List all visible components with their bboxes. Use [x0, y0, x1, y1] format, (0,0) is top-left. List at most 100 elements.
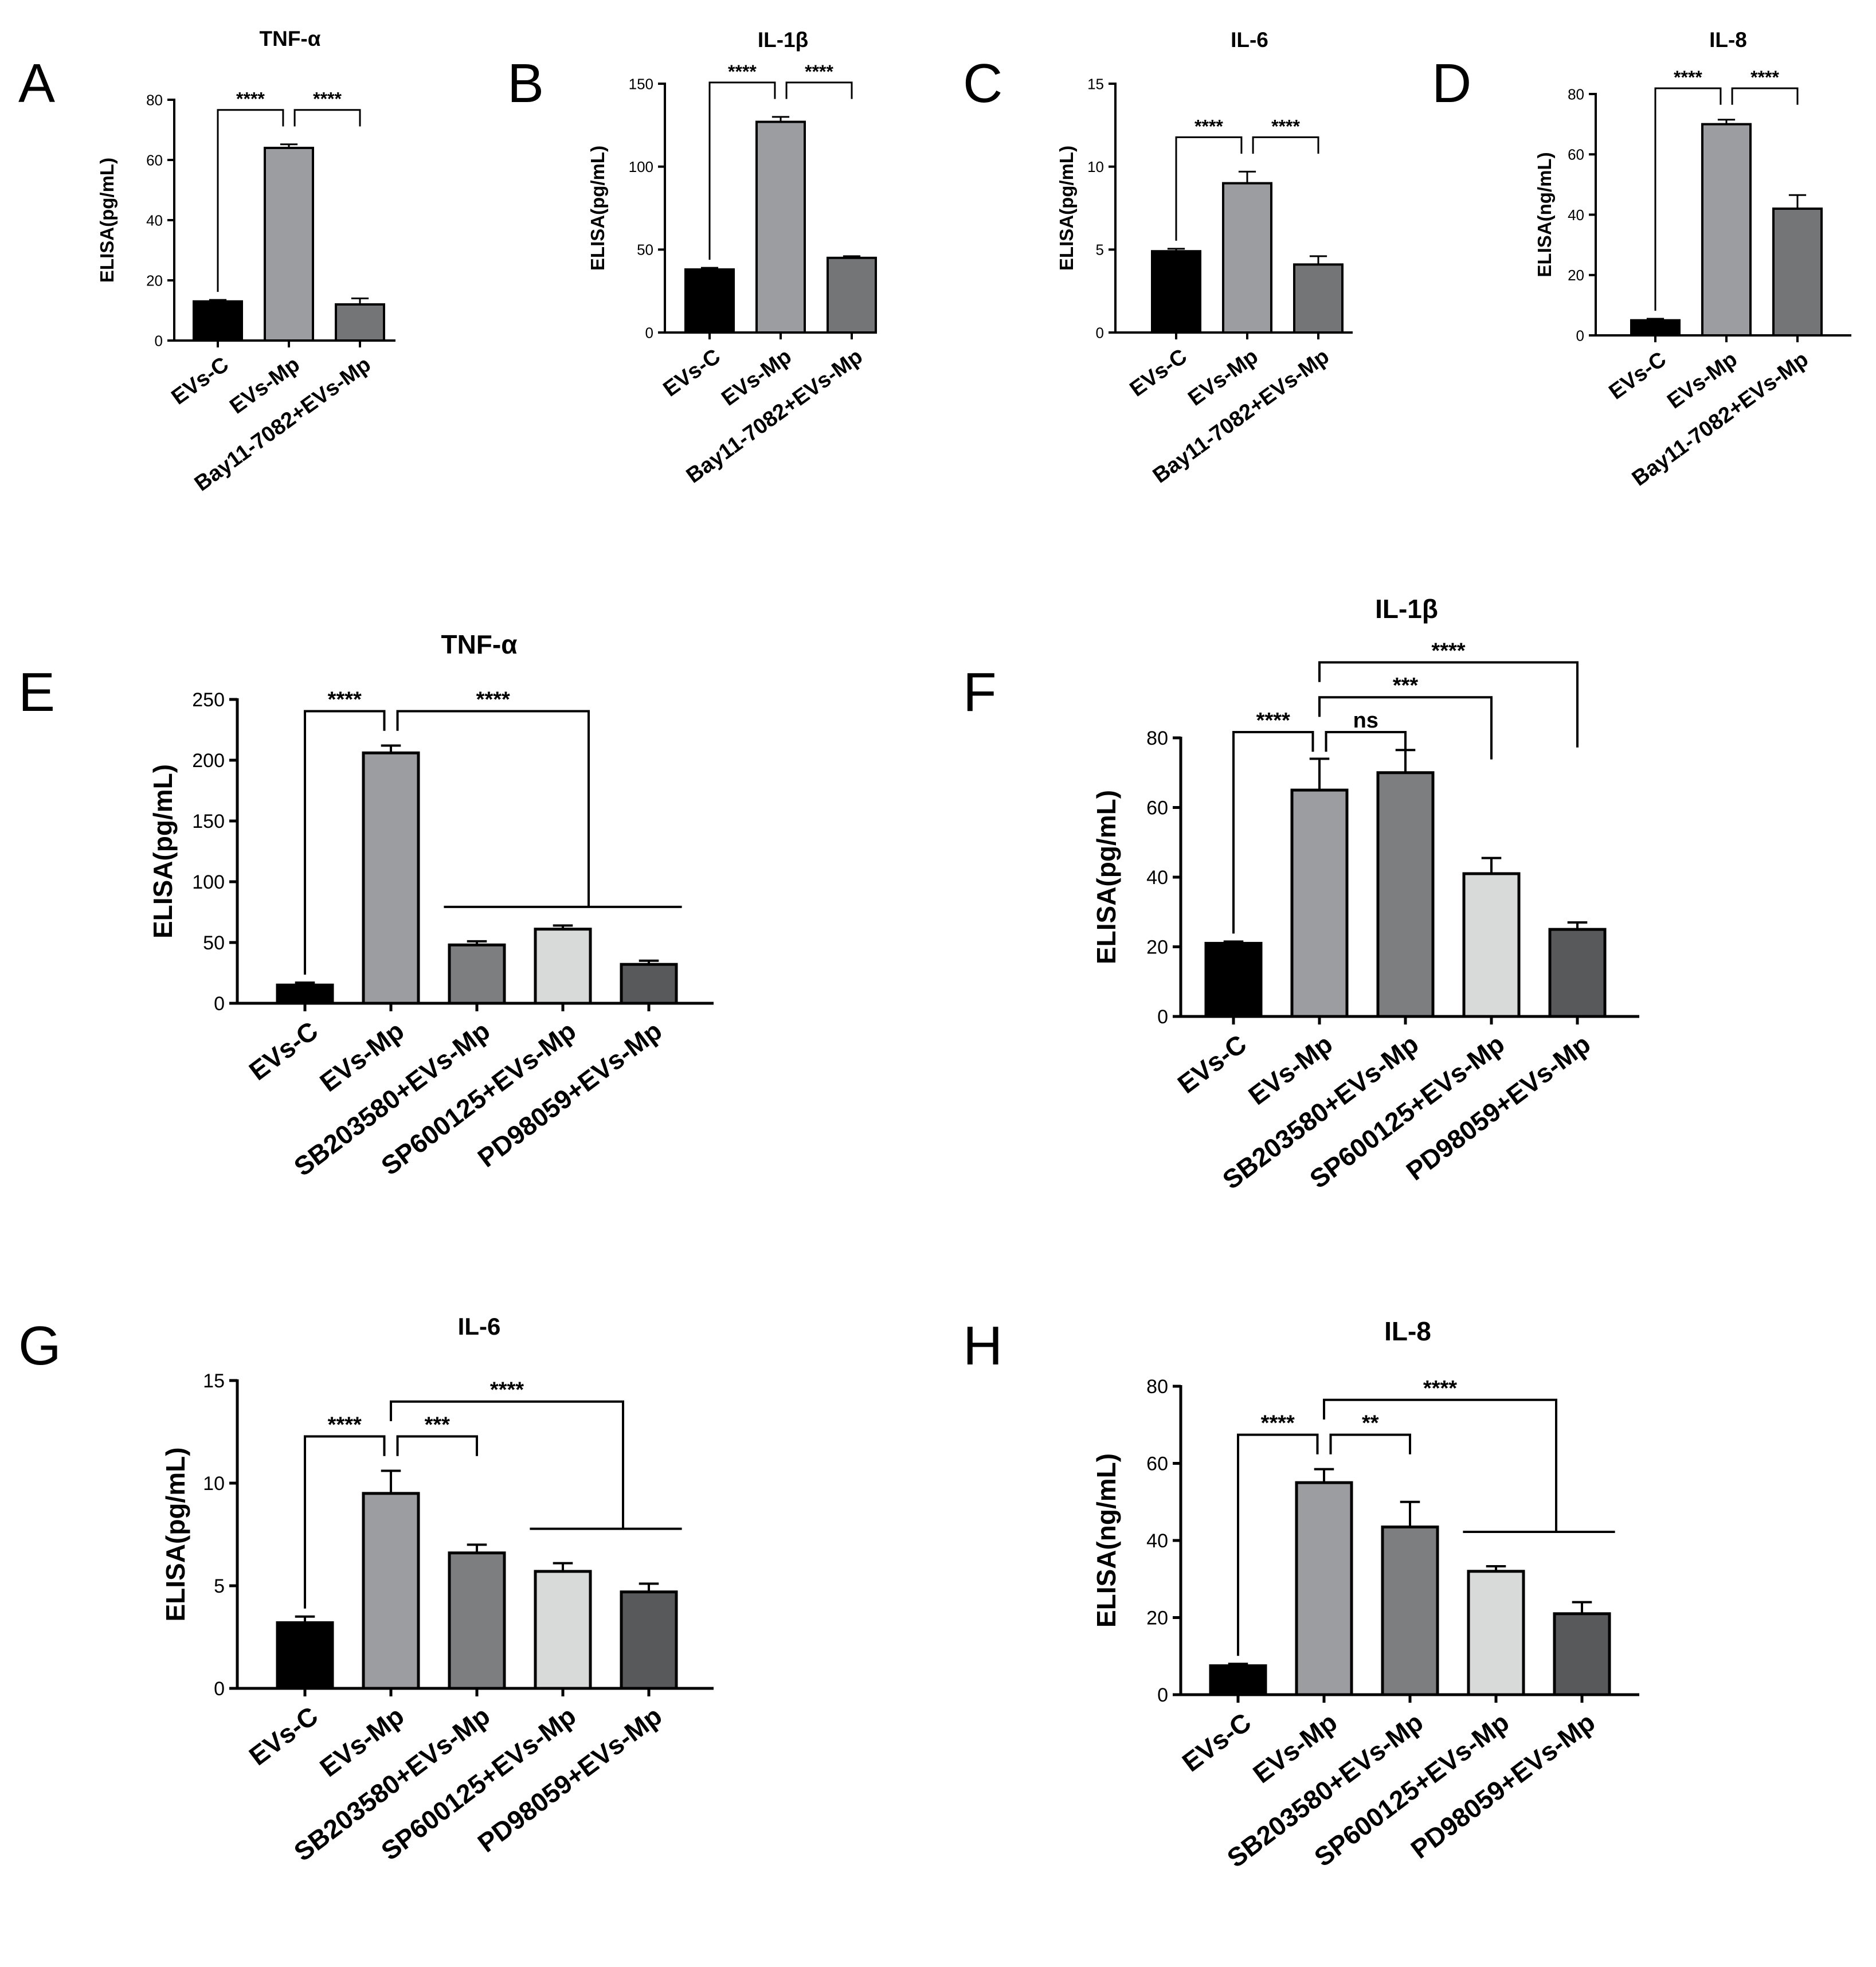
panel-f: FIL-1βELISA(pg/mL)020406080EVs-CEVs-MpSB…	[963, 594, 1639, 1195]
significance-bracket	[1323, 1398, 1557, 1532]
significance-bracket	[1232, 731, 1314, 934]
bar	[1204, 941, 1263, 1018]
significance-bracket	[1731, 87, 1799, 105]
y-axis-label: ELISA(pg/mL)	[1091, 790, 1121, 964]
bar	[1209, 1664, 1267, 1696]
y-tick-label: 100	[192, 871, 225, 893]
bar	[1293, 263, 1344, 334]
y-axis-label: ELISA(ng/mL)	[1091, 1453, 1121, 1628]
bar	[1222, 182, 1272, 334]
significance-bracket	[1237, 1433, 1319, 1656]
y-tick-label: 0	[214, 1678, 225, 1700]
panel-e: ETNF-αELISA(pg/mL)050100150200250EVs-CEV…	[18, 629, 714, 1182]
y-tick-label: 5	[1096, 241, 1104, 259]
bar	[1467, 1570, 1525, 1696]
panel-c: CIL-6ELISA(pg/mL)051015EVs-CEVs-MpBay11-…	[963, 28, 1353, 488]
y-tick-label: 80	[146, 91, 163, 108]
significance-label: ****	[1431, 639, 1465, 663]
bar	[1290, 788, 1349, 1018]
y-tick-label: 0	[1157, 1006, 1168, 1028]
bar	[1630, 319, 1681, 337]
significance-label: ****	[1674, 67, 1702, 88]
chart-title: IL-6	[458, 1313, 501, 1340]
significance-bracket	[1318, 696, 1493, 760]
significance-label: ****	[728, 61, 757, 82]
y-tick-label: 0	[1096, 324, 1104, 341]
significance-bracket	[304, 1435, 386, 1609]
panel-letter: G	[18, 1315, 61, 1376]
significance-bracket	[1318, 661, 1579, 748]
significance-bracket	[293, 109, 361, 127]
y-tick-label: 40	[1146, 867, 1168, 889]
significance-bracket	[390, 1400, 624, 1529]
y-tick-label: 150	[629, 75, 653, 92]
panel-letter: F	[963, 662, 997, 723]
y-tick-label: 50	[637, 241, 653, 259]
y-tick-label: 40	[146, 212, 163, 229]
bar	[1701, 123, 1752, 337]
significance-bracket	[785, 81, 853, 99]
x-tick-label: EVs-C	[244, 1700, 323, 1771]
significance-label: ***	[425, 1413, 451, 1437]
y-tick-label: 20	[1146, 937, 1168, 959]
significance-bracket	[1325, 731, 1407, 752]
y-tick-label: 5	[214, 1575, 225, 1597]
y-tick-label: 250	[192, 689, 225, 711]
bar	[1381, 1525, 1439, 1696]
significance-label: ****	[805, 61, 833, 82]
bar	[1548, 928, 1607, 1018]
x-tick-label: EVs-C	[244, 1015, 323, 1086]
y-tick-label: 0	[155, 332, 163, 349]
significance-label: ****	[1271, 116, 1300, 136]
y-tick-label: 80	[1146, 1376, 1168, 1398]
y-tick-label: 0	[1157, 1684, 1168, 1706]
panel-letter: A	[18, 53, 55, 114]
bar	[1772, 207, 1823, 337]
bar	[755, 120, 806, 334]
panel-h: H IL-8ELISA(ng/mL)020406080EVs-CEVs-MpSB2…	[963, 1315, 1639, 1873]
significance-bracket	[304, 710, 386, 975]
y-tick-label: 0	[1576, 327, 1584, 344]
bar	[620, 963, 678, 1005]
bar	[335, 303, 385, 342]
bar	[276, 1621, 334, 1690]
significance-label: ***	[1393, 674, 1419, 698]
y-tick-label: 40	[1568, 206, 1584, 224]
significance-bracket	[396, 710, 590, 907]
y-tick-label: 20	[1568, 267, 1584, 284]
y-tick-label: 80	[1568, 85, 1584, 103]
chart-title: IL-8	[1384, 1316, 1431, 1346]
bar	[620, 1590, 678, 1690]
x-tick-label: EVs-C	[659, 345, 725, 402]
y-tick-label: 60	[146, 151, 163, 169]
panel-a: ATNF-αELISA(pg/mL)020406080EVs-CEVs-MpBa…	[18, 27, 395, 496]
x-tick-label: EVs-C	[1177, 1707, 1256, 1777]
y-tick-label: 10	[1087, 158, 1104, 175]
bar	[264, 147, 314, 342]
panel-letter: H	[963, 1315, 1002, 1376]
y-axis-label: ELISA(ng/mL)	[1534, 152, 1555, 277]
panel-b: BIL-1βELISA(pg/mL)050100150EVs-CEVs-MpBa…	[507, 28, 877, 488]
y-tick-label: 15	[203, 1370, 225, 1392]
y-tick-label: 20	[1146, 1608, 1168, 1629]
chart-title: TNF-α	[260, 27, 321, 50]
bar	[1553, 1612, 1611, 1696]
x-tick-label: EVs-C	[1126, 345, 1192, 402]
bar	[1151, 250, 1201, 334]
bar	[1376, 771, 1435, 1018]
x-tick-label: EVs-C	[1172, 1029, 1252, 1099]
bar	[276, 983, 334, 1005]
y-tick-label: 50	[203, 932, 225, 954]
significance-label: **	[1362, 1411, 1379, 1436]
significance-label: ns	[1353, 709, 1378, 733]
panel-letter: E	[18, 662, 55, 723]
y-tick-label: 60	[1146, 797, 1168, 819]
y-tick-label: 15	[1087, 75, 1104, 92]
y-tick-label: 20	[146, 272, 163, 289]
bar	[448, 1551, 506, 1690]
significance-label: ****	[313, 89, 342, 110]
bar	[1295, 1481, 1353, 1696]
chart-title: IL-6	[1231, 28, 1268, 52]
bar	[534, 928, 592, 1005]
